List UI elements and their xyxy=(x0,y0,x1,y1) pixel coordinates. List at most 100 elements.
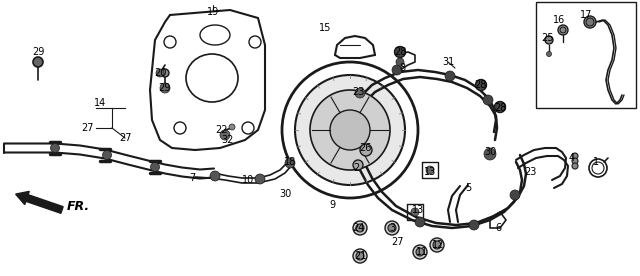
Circle shape xyxy=(411,208,419,216)
Circle shape xyxy=(392,65,402,75)
Text: 29: 29 xyxy=(158,83,170,93)
Text: 27: 27 xyxy=(82,123,94,133)
Circle shape xyxy=(353,249,367,263)
Text: 31: 31 xyxy=(442,57,454,67)
Circle shape xyxy=(510,190,520,200)
Circle shape xyxy=(484,148,496,160)
Text: 19: 19 xyxy=(207,7,219,17)
Text: 30: 30 xyxy=(279,189,291,199)
Text: 25: 25 xyxy=(541,33,553,43)
Circle shape xyxy=(586,18,594,26)
Text: 12: 12 xyxy=(432,240,444,250)
Text: 28: 28 xyxy=(494,103,506,113)
Text: 4: 4 xyxy=(569,153,575,163)
Circle shape xyxy=(394,46,406,57)
Circle shape xyxy=(558,25,568,35)
Text: 22: 22 xyxy=(216,125,228,135)
Text: 24: 24 xyxy=(352,223,364,233)
Text: 21: 21 xyxy=(354,251,366,261)
Circle shape xyxy=(355,88,365,98)
Circle shape xyxy=(156,69,164,77)
FancyArrow shape xyxy=(15,191,63,213)
Circle shape xyxy=(433,241,441,249)
Circle shape xyxy=(572,153,578,159)
Text: 15: 15 xyxy=(319,23,331,33)
Circle shape xyxy=(476,79,486,91)
Circle shape xyxy=(545,36,553,44)
Circle shape xyxy=(33,57,43,67)
Text: 17: 17 xyxy=(580,10,592,20)
Text: 27: 27 xyxy=(392,237,404,247)
Circle shape xyxy=(282,62,418,198)
Circle shape xyxy=(592,162,604,174)
Circle shape xyxy=(210,171,220,181)
Circle shape xyxy=(174,122,186,134)
Text: 3: 3 xyxy=(389,223,395,233)
Circle shape xyxy=(396,58,404,66)
Circle shape xyxy=(164,36,176,48)
Circle shape xyxy=(353,160,363,170)
Circle shape xyxy=(469,220,479,230)
Text: 2: 2 xyxy=(353,163,359,173)
Text: 16: 16 xyxy=(553,15,565,25)
Circle shape xyxy=(242,122,254,134)
Circle shape xyxy=(385,221,399,235)
Text: 26: 26 xyxy=(359,143,371,153)
Circle shape xyxy=(426,166,434,174)
Circle shape xyxy=(356,224,364,232)
Circle shape xyxy=(572,158,578,164)
Text: 9: 9 xyxy=(329,200,335,210)
Text: 7: 7 xyxy=(189,173,195,183)
Circle shape xyxy=(229,124,235,130)
Text: 23: 23 xyxy=(352,87,364,97)
Text: 28: 28 xyxy=(394,47,406,57)
Text: 23: 23 xyxy=(524,167,536,177)
Circle shape xyxy=(476,79,486,91)
Text: 6: 6 xyxy=(495,223,501,233)
Circle shape xyxy=(445,71,455,81)
Text: 28: 28 xyxy=(474,80,486,90)
Text: 10: 10 xyxy=(242,175,254,185)
Circle shape xyxy=(220,130,230,140)
Text: 29: 29 xyxy=(32,47,44,57)
Circle shape xyxy=(310,90,390,170)
Text: 30: 30 xyxy=(484,147,496,157)
Circle shape xyxy=(416,248,424,256)
Circle shape xyxy=(495,102,506,113)
Ellipse shape xyxy=(200,25,230,45)
Circle shape xyxy=(285,158,295,168)
Text: 14: 14 xyxy=(94,98,106,108)
Text: FR.: FR. xyxy=(67,200,90,214)
Circle shape xyxy=(255,174,265,184)
Circle shape xyxy=(430,238,444,252)
Text: 1: 1 xyxy=(593,157,599,167)
Circle shape xyxy=(150,163,159,171)
Circle shape xyxy=(353,221,367,235)
Circle shape xyxy=(415,217,425,227)
Circle shape xyxy=(413,245,427,259)
Circle shape xyxy=(495,102,506,113)
Circle shape xyxy=(360,144,372,156)
Circle shape xyxy=(330,110,370,150)
Text: 13: 13 xyxy=(412,205,424,215)
Circle shape xyxy=(572,163,578,169)
Circle shape xyxy=(388,224,396,232)
Circle shape xyxy=(589,159,607,177)
Circle shape xyxy=(160,83,170,93)
Circle shape xyxy=(356,252,364,260)
Text: 18: 18 xyxy=(284,157,296,167)
Text: 13: 13 xyxy=(424,167,436,177)
Ellipse shape xyxy=(186,54,238,102)
Circle shape xyxy=(560,27,566,33)
Circle shape xyxy=(483,95,493,105)
Circle shape xyxy=(295,75,405,185)
Bar xyxy=(536,2,636,108)
Text: 11: 11 xyxy=(416,247,428,257)
Circle shape xyxy=(394,46,406,57)
Circle shape xyxy=(161,69,169,77)
Circle shape xyxy=(584,16,596,28)
Text: 5: 5 xyxy=(465,183,471,193)
Circle shape xyxy=(51,144,60,153)
Circle shape xyxy=(102,150,111,160)
Text: 8: 8 xyxy=(399,63,405,73)
